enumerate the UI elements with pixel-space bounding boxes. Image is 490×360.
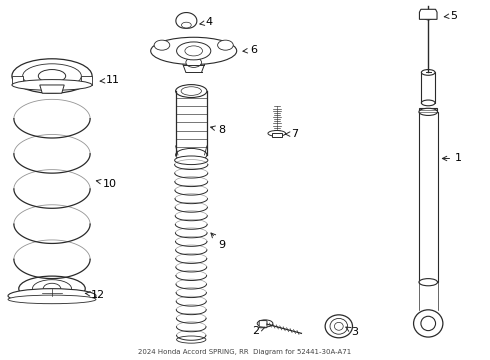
Ellipse shape: [32, 280, 72, 298]
Text: 2: 2: [252, 325, 265, 336]
Ellipse shape: [181, 87, 201, 95]
FancyBboxPatch shape: [419, 112, 438, 282]
Ellipse shape: [181, 22, 191, 28]
Ellipse shape: [8, 289, 96, 303]
Ellipse shape: [330, 319, 347, 334]
Ellipse shape: [154, 40, 170, 50]
Polygon shape: [419, 9, 437, 19]
Text: 4: 4: [200, 17, 213, 27]
Ellipse shape: [421, 100, 435, 106]
Ellipse shape: [23, 64, 81, 88]
Ellipse shape: [12, 80, 92, 90]
Text: 3: 3: [346, 327, 359, 337]
Ellipse shape: [176, 336, 206, 343]
Text: 12: 12: [85, 290, 105, 300]
Ellipse shape: [8, 295, 96, 304]
Ellipse shape: [419, 279, 438, 286]
Ellipse shape: [423, 12, 433, 20]
Ellipse shape: [325, 315, 352, 338]
Ellipse shape: [175, 85, 207, 98]
Ellipse shape: [414, 310, 443, 337]
Text: 10: 10: [97, 179, 117, 189]
Ellipse shape: [218, 40, 233, 50]
Polygon shape: [40, 85, 64, 93]
Ellipse shape: [421, 69, 435, 75]
Ellipse shape: [185, 46, 202, 56]
Ellipse shape: [257, 320, 273, 327]
FancyBboxPatch shape: [421, 72, 435, 103]
Ellipse shape: [12, 59, 92, 93]
Ellipse shape: [43, 283, 61, 294]
Text: 6: 6: [243, 45, 257, 55]
Ellipse shape: [19, 276, 85, 301]
Ellipse shape: [421, 316, 436, 330]
Text: 1: 1: [442, 153, 462, 163]
Ellipse shape: [174, 156, 208, 165]
Ellipse shape: [186, 57, 201, 67]
Ellipse shape: [38, 69, 66, 82]
Text: 9: 9: [211, 233, 225, 249]
FancyBboxPatch shape: [259, 320, 267, 328]
Polygon shape: [81, 76, 92, 85]
Ellipse shape: [334, 322, 343, 330]
Text: 11: 11: [100, 75, 120, 85]
FancyBboxPatch shape: [272, 133, 282, 137]
Polygon shape: [12, 76, 23, 85]
Text: 7: 7: [285, 129, 298, 139]
Ellipse shape: [176, 42, 211, 60]
FancyBboxPatch shape: [419, 108, 437, 113]
Ellipse shape: [419, 108, 438, 116]
Polygon shape: [176, 13, 197, 28]
Ellipse shape: [151, 37, 237, 64]
Ellipse shape: [175, 148, 207, 161]
Text: 8: 8: [211, 125, 225, 135]
Text: 5: 5: [444, 11, 457, 21]
Ellipse shape: [268, 131, 286, 136]
Text: 2024 Honda Accord SPRING, RR  Diagram for 52441-30A-A71: 2024 Honda Accord SPRING, RR Diagram for…: [138, 349, 352, 355]
